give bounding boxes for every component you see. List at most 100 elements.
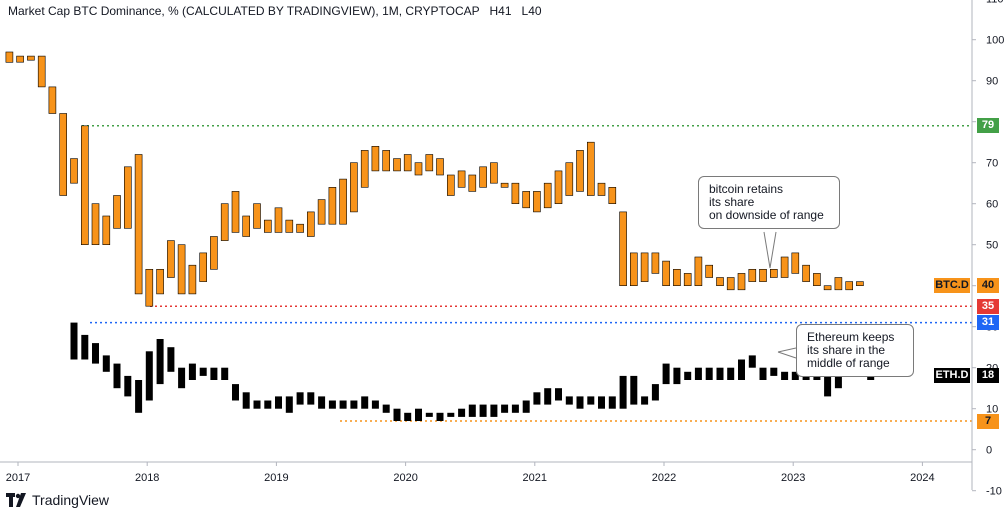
btc-bar[interactable] (220, 203, 229, 241)
eth-bar[interactable] (135, 380, 143, 413)
axis-tag-btc-d[interactable]: BTC.D (934, 278, 970, 294)
btc-bar[interactable] (856, 281, 864, 287)
btc-bar[interactable] (145, 268, 154, 307)
eth-bar[interactable] (339, 400, 347, 409)
btc-bar[interactable] (683, 273, 692, 286)
time-axis[interactable]: 2017 2018 2019 2020 2021 2022 2023 2024 (6, 462, 935, 484)
eth-bar[interactable] (393, 408, 401, 421)
eth-bar[interactable] (533, 392, 541, 405)
btc-bar[interactable] (780, 256, 789, 278)
eth-bar[interactable] (199, 367, 207, 376)
eth-bar[interactable] (727, 367, 735, 380)
eth-bar[interactable] (490, 404, 498, 417)
btc-bar[interactable] (716, 277, 724, 286)
eth-bar[interactable] (415, 408, 422, 421)
btc-bar[interactable] (403, 154, 412, 172)
eth-bar[interactable] (275, 396, 282, 409)
eth-bar[interactable] (436, 412, 444, 421)
axis-tag-35[interactable]: 35 (977, 298, 999, 314)
btc-bar[interactable] (124, 166, 132, 229)
btc-bar[interactable] (210, 236, 218, 270)
btc-bar[interactable] (479, 166, 487, 188)
btc-bar[interactable] (673, 268, 681, 286)
btc-bar[interactable] (317, 199, 326, 225)
btc-bar[interactable] (511, 182, 520, 204)
eth-bar[interactable] (694, 367, 702, 380)
eth-bar[interactable] (70, 322, 78, 360)
eth-bar[interactable] (511, 404, 519, 413)
btc-bar[interactable] (759, 268, 767, 282)
eth-bar[interactable] (210, 367, 218, 380)
btc-bar[interactable] (231, 191, 240, 233)
btc-bar[interactable] (414, 162, 423, 176)
btc-bar[interactable] (177, 244, 186, 295)
btc-bar[interactable] (360, 150, 369, 188)
eth-bar[interactable] (188, 363, 196, 380)
btc-bar[interactable] (16, 55, 24, 63)
eth-bar[interactable] (318, 396, 326, 409)
btc-bar[interactable] (726, 277, 735, 291)
eth-bar[interactable] (608, 396, 616, 409)
eth-bar[interactable] (759, 367, 767, 380)
eth-bar[interactable] (242, 392, 250, 409)
eth-bar[interactable] (425, 412, 433, 417)
btc-bar[interactable] (791, 252, 800, 274)
eth-bar[interactable] (124, 375, 132, 397)
eth-bar[interactable] (404, 412, 412, 421)
btc-bar[interactable] (393, 158, 401, 172)
btc-bar[interactable] (167, 240, 175, 278)
eth-bar[interactable] (307, 392, 315, 405)
eth-bar[interactable] (619, 375, 627, 409)
btc-bar[interactable] (382, 150, 391, 172)
eth-bar[interactable] (501, 404, 509, 413)
btc-bar[interactable] (446, 174, 455, 196)
eth-bar[interactable] (770, 367, 778, 376)
eth-bar[interactable] (232, 384, 239, 401)
btc-bar[interactable] (533, 191, 541, 213)
btc-bar[interactable] (640, 252, 649, 282)
eth-bar[interactable] (662, 363, 670, 385)
btc-bar[interactable] (339, 178, 347, 225)
btc-bar[interactable] (694, 256, 703, 287)
btc-bar[interactable] (328, 187, 337, 225)
btc-bar[interactable] (48, 86, 57, 114)
btc-bar[interactable] (70, 158, 78, 184)
btc-bar[interactable] (576, 150, 584, 192)
btc-bar[interactable] (350, 162, 358, 213)
btc-bar[interactable] (748, 268, 757, 282)
eth-bar[interactable] (156, 339, 164, 385)
eth-bar[interactable] (716, 367, 724, 380)
axis-tag-31[interactable]: 31 (977, 315, 999, 331)
eth-bar[interactable] (296, 392, 304, 405)
btc-bar[interactable] (813, 273, 821, 286)
btc-bar[interactable] (425, 154, 434, 172)
btc-bar[interactable] (37, 55, 46, 88)
eth-bar[interactable] (468, 404, 476, 417)
btc-bar[interactable] (522, 191, 531, 209)
btc-bar[interactable] (253, 203, 261, 229)
eth-bar[interactable] (684, 371, 692, 380)
btc-bar[interactable] (586, 141, 595, 196)
eth-bar[interactable] (738, 359, 745, 381)
btc-bar[interactable] (619, 211, 627, 286)
eth-bar[interactable] (791, 371, 799, 380)
btc-bar[interactable] (5, 51, 14, 63)
axis-tag-18[interactable]: 18 (977, 368, 999, 384)
eth-bar[interactable] (522, 400, 530, 413)
btc-bar[interactable] (737, 273, 746, 291)
eth-bar[interactable] (555, 388, 562, 401)
axis-tag-79[interactable]: 79 (977, 118, 999, 134)
btc-bar[interactable] (156, 268, 164, 295)
btc-bar[interactable] (274, 207, 283, 233)
eth-bar[interactable] (587, 396, 595, 405)
btc-bar[interactable] (91, 203, 100, 245)
eth-bar[interactable] (834, 367, 842, 389)
eth-bar[interactable] (447, 412, 455, 417)
axis-tag-7[interactable]: 7 (977, 413, 999, 429)
eth-bar[interactable] (92, 343, 99, 364)
eth-bar[interactable] (781, 371, 789, 380)
btc-bar[interactable] (59, 113, 68, 196)
btc-bar[interactable] (608, 187, 617, 205)
btc-bar[interactable] (371, 146, 380, 172)
eth-bar[interactable] (361, 396, 369, 409)
